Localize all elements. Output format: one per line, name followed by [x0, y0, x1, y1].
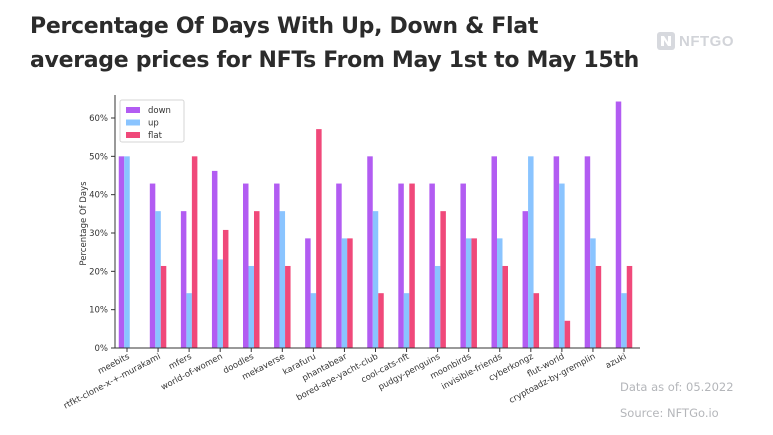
chart-title-line-1: Percentage Of Days With Up, Down & Flat: [30, 14, 539, 39]
nftgo-logo-icon: [657, 32, 675, 50]
x-tick-label: azuki: [604, 352, 628, 371]
bar-down-meebits: [118, 156, 125, 348]
y-tick-label: 50%: [89, 152, 108, 162]
bar-down-phantabear: [336, 183, 342, 348]
bar-flat-cryptoadz-by-gremplin: [595, 265, 602, 348]
bar-flat-phantabear: [347, 238, 353, 348]
bar-up-azuki: [621, 293, 627, 348]
bar-up-cryptoadz-by-gremplin: [590, 238, 596, 348]
bar-flat-flut-world: [564, 320, 571, 348]
bar-up-world-of-women: [217, 259, 223, 348]
data-as-of-note: Data as of: 05.2022: [620, 380, 734, 394]
bar-down-flut-world: [553, 156, 560, 348]
bar-up-bored-ape-yacht-club: [372, 211, 379, 348]
bar-flat-rtfkt-clone-x-+-murakami: [160, 265, 167, 348]
bar-down-bored-ape-yacht-club: [367, 156, 373, 348]
bar-up-karafuru: [310, 293, 317, 348]
legend: down up flat: [119, 99, 185, 143]
bar-flat-pudgy-penguins: [440, 211, 446, 348]
y-tick-label: 40%: [89, 191, 108, 201]
chart-title-line-2: average prices for NFTs From May 1st to …: [30, 48, 640, 73]
bar-down-moonbirds: [460, 183, 466, 348]
y-tick-label: 20%: [89, 267, 108, 277]
legend-swatch-flat: [126, 132, 140, 138]
bar-down-mfers: [180, 211, 187, 348]
legend-label-flat: flat: [148, 131, 163, 141]
bar-up-mekaverse: [279, 211, 286, 348]
legend-label-up: up: [148, 119, 159, 129]
bar-flat-world-of-women: [222, 229, 229, 348]
footer: Data as of: 05.2022 Source: NFTGo.io: [620, 374, 760, 426]
brand-logo: NFTGO: [657, 32, 734, 50]
bar-flat-mekaverse: [285, 265, 291, 348]
bars-layer: [118, 101, 633, 349]
bar-down-doodles: [243, 183, 249, 348]
chart-title: Percentage Of Days With Up, Down & Flat …: [30, 10, 640, 78]
axes-layer: 0% 10% 20% 30% 40% 50% 60% Percentage Of Days: [79, 95, 640, 354]
bar-up-pudgy-penguins: [434, 265, 441, 348]
bar-flat-azuki: [626, 265, 633, 348]
brand-name: NFTGO: [679, 32, 734, 50]
bar-up-cyberkongz: [528, 156, 534, 348]
bar-flat-mfers: [191, 156, 198, 348]
bar-up-rtfkt-clone-x-+-murakami: [155, 211, 161, 348]
y-tick-label: 10%: [89, 306, 108, 316]
legend-label-down: down: [148, 106, 171, 116]
bar-up-meebits: [124, 156, 130, 348]
y-axis-title: Percentage Of Days: [79, 181, 89, 266]
bar-down-mekaverse: [274, 183, 280, 348]
bar-flat-cool-cats-nft: [409, 183, 415, 348]
bar-up-cool-cats-nft: [403, 293, 410, 348]
source-note: Source: NFTGo.io: [620, 406, 719, 420]
bar-flat-doodles: [254, 211, 260, 348]
bar-down-invisible-friends: [491, 156, 497, 348]
bar-flat-moonbirds: [471, 238, 477, 348]
y-tick-label: 30%: [89, 229, 108, 239]
y-tick-label: 0%: [95, 344, 109, 354]
bar-down-pudgy-penguins: [429, 183, 435, 348]
bar-down-cyberkongz: [522, 211, 529, 348]
bar-down-rtfkt-clone-x-+-murakami: [149, 183, 156, 348]
bar-up-flut-world: [559, 183, 565, 348]
y-tick-label: 60%: [89, 114, 108, 124]
bar-down-cool-cats-nft: [398, 183, 404, 348]
bar-up-moonbirds: [465, 238, 472, 348]
bar-down-azuki: [615, 101, 622, 349]
legend-swatch-down: [126, 107, 140, 113]
legend-swatch-up: [126, 119, 140, 126]
bar-up-mfers: [186, 293, 192, 348]
bar-flat-bored-ape-yacht-club: [378, 293, 384, 348]
bar-up-doodles: [248, 265, 254, 348]
bar-down-world-of-women: [211, 170, 218, 348]
bar-flat-karafuru: [316, 129, 322, 348]
bar-down-karafuru: [305, 238, 311, 348]
bar-up-phantabear: [341, 238, 348, 348]
bar-flat-cyberkongz: [533, 293, 540, 348]
bar-down-cryptoadz-by-gremplin: [584, 156, 591, 348]
bar-flat-invisible-friends: [502, 265, 508, 348]
bar-up-invisible-friends: [497, 238, 503, 348]
